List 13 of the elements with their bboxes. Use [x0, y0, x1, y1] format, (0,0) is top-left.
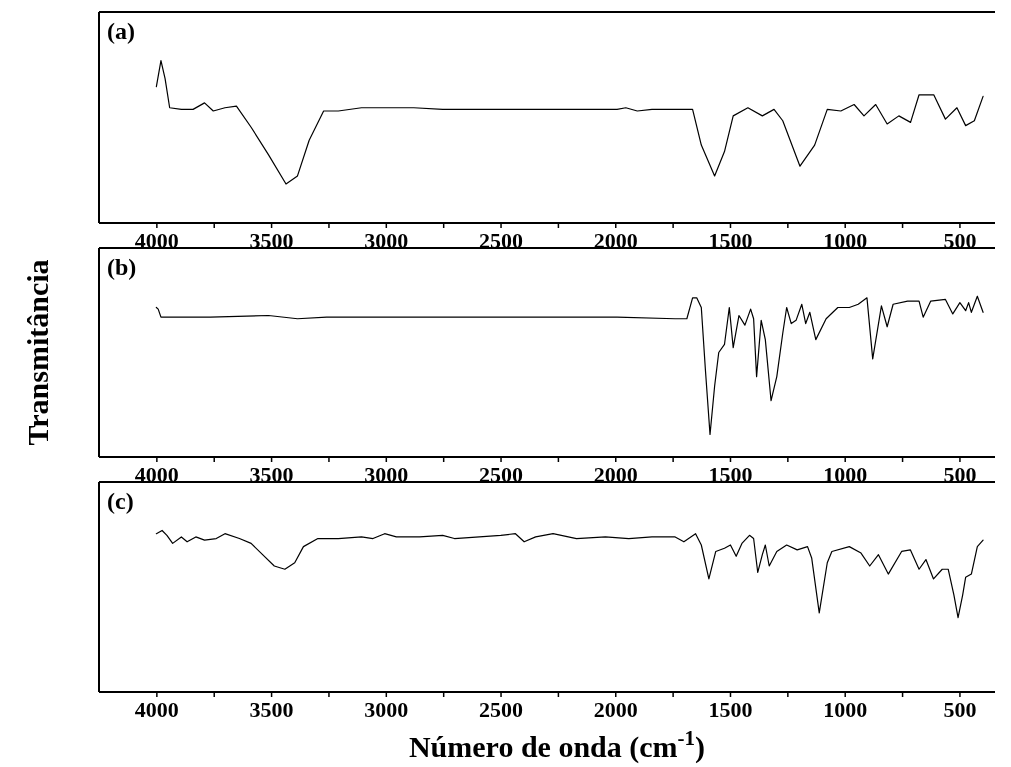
chart-title: (c) [107, 488, 134, 514]
x-tick-label: 4000 [134, 696, 179, 722]
x-tick-label: 2000 [593, 696, 638, 722]
x-tick-label: 2500 [479, 696, 524, 722]
x-tick-label: 3000 [364, 696, 409, 722]
x-tick-label: 3500 [249, 696, 294, 722]
chart-title: (b) [107, 254, 137, 280]
x-axis-title: Número de onda (cm$^{-1}$) [408, 726, 706, 764]
x-tick-label: 500 [943, 696, 977, 722]
y-axis-title: Transmitância [21, 259, 54, 446]
x-tick-label: 1000 [823, 696, 868, 722]
chart-title: (a) [107, 18, 135, 44]
x-tick-label: 1500 [708, 696, 753, 722]
